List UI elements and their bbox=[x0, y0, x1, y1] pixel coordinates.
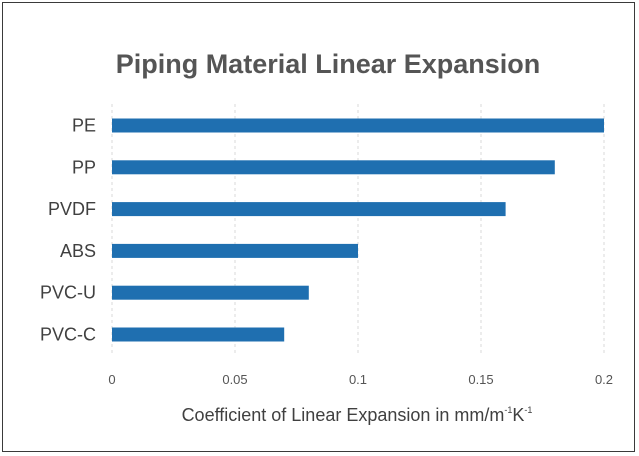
bar bbox=[112, 327, 285, 342]
x-tick-label: 0.15 bbox=[468, 372, 493, 387]
category-label: ABS bbox=[60, 241, 96, 261]
x-tick-label: 0.1 bbox=[349, 372, 367, 387]
chart-frame bbox=[2, 2, 635, 452]
bar bbox=[112, 160, 555, 175]
bars bbox=[112, 118, 604, 342]
x-tick-label: 0.05 bbox=[222, 372, 247, 387]
x-axis-title: Coefficient of Linear Expansion in mm/m-… bbox=[182, 405, 533, 425]
category-label: PVC-C bbox=[40, 325, 96, 345]
gridlines bbox=[111, 104, 605, 355]
x-axis-title-main: Coefficient of Linear Expansion in mm/m bbox=[182, 405, 505, 425]
bar bbox=[112, 243, 358, 258]
x-tick-labels: 0 0.05 0.1 0.15 0.2 bbox=[108, 372, 613, 387]
category-label: PE bbox=[72, 116, 96, 136]
chart-title: Piping Material Linear Expansion bbox=[116, 49, 541, 79]
x-axis-title-sup1: -1 bbox=[504, 405, 512, 415]
bar bbox=[112, 202, 506, 217]
category-label: PVC-U bbox=[40, 283, 96, 303]
x-axis-title-unit2: K bbox=[512, 405, 524, 425]
bar bbox=[112, 118, 604, 133]
category-labels: PE PP PVDF ABS PVC-U PVC-C bbox=[40, 116, 96, 345]
category-label: PP bbox=[72, 157, 96, 177]
x-tick-label: 0 bbox=[108, 372, 115, 387]
x-tick-label: 0.2 bbox=[595, 372, 613, 387]
category-label: PVDF bbox=[48, 199, 96, 219]
bar bbox=[112, 285, 309, 300]
x-axis-title-sup2: -1 bbox=[524, 405, 532, 415]
